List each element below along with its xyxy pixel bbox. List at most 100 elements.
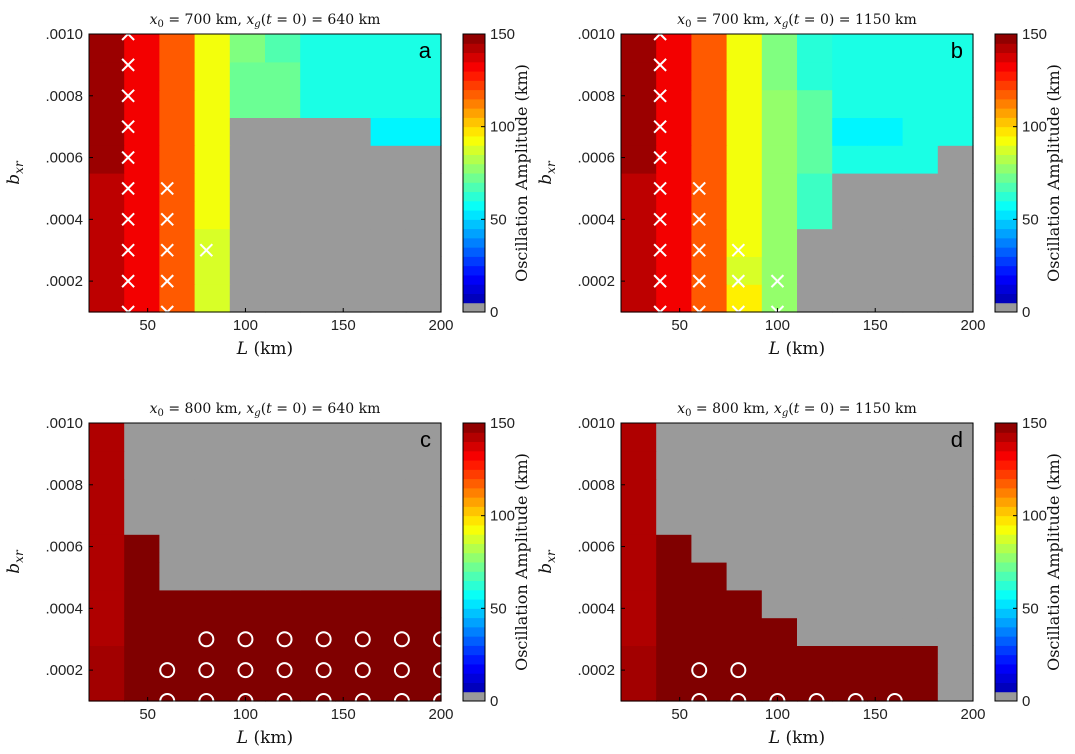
colorbar-segment	[463, 265, 485, 276]
heatmap-cell	[300, 61, 336, 91]
heatmap-cell	[300, 228, 336, 257]
heatmap-cell	[229, 506, 266, 535]
heatmap-cell	[159, 506, 196, 535]
heatmap-cell	[797, 617, 833, 646]
heatmap-cell	[797, 589, 833, 619]
heatmap-cell	[621, 117, 657, 146]
heatmap-cell	[937, 117, 974, 146]
colorbar-segment	[463, 302, 485, 313]
heatmap-cell	[229, 562, 266, 591]
heatmap-cell	[902, 228, 939, 257]
heatmap-cell	[691, 534, 728, 563]
colorbar-segment	[995, 200, 1017, 211]
heatmap-cell	[937, 284, 974, 313]
colorbar-segment	[995, 256, 1017, 267]
heatmap-cell	[621, 228, 657, 257]
heatmap-cell	[621, 89, 657, 118]
colorbar-segment	[463, 515, 485, 526]
cross-marker	[121, 119, 135, 134]
heatmap-cell	[194, 61, 231, 91]
heatmap-cell	[370, 284, 407, 313]
heatmap-cell	[370, 117, 407, 146]
heatmap-cell	[937, 534, 974, 563]
panel-letter: d	[951, 427, 963, 452]
y-axis-subscript: xr	[544, 549, 558, 563]
colorbar-segment	[463, 71, 485, 81]
heatmap-cell	[832, 173, 868, 202]
panel-c: 50 100 150 200 .0002 .0004 .0006 .0008 .0010 L (k…	[4, 401, 531, 748]
heatmap-cell	[194, 200, 231, 230]
colorbar-segment	[463, 673, 485, 683]
heatmap-cell	[124, 562, 160, 591]
heatmap-cell	[726, 534, 763, 563]
circle-marker	[237, 662, 254, 679]
axes-frame	[88, 422, 442, 702]
title-part: t	[266, 401, 272, 417]
heatmap-cell	[265, 645, 301, 674]
heatmap-cell	[89, 89, 125, 118]
heatmap-cell	[902, 145, 939, 174]
y-tick-label: .0004	[45, 600, 83, 617]
colorbar-frame	[994, 33, 1018, 313]
cross-stroke	[770, 274, 785, 288]
colorbar-segment	[463, 626, 485, 637]
x-tick-label: 50	[139, 317, 156, 334]
heatmap-cell	[621, 478, 657, 507]
heatmap-cell	[902, 450, 939, 480]
heatmap-cell	[867, 589, 904, 619]
circle-marker	[393, 631, 410, 648]
heatmap-cell	[159, 61, 196, 91]
heatmap-cell	[867, 617, 904, 646]
colorbar-segment	[995, 98, 1017, 109]
y-axis-subscript: xr	[12, 160, 26, 174]
heatmap-cell	[89, 284, 125, 313]
heatmap-cell	[89, 506, 125, 535]
heatmap-cell	[405, 228, 442, 257]
heatmap-cell	[370, 478, 407, 507]
heatmap-cell	[335, 284, 372, 313]
colorbar-segment	[995, 682, 1017, 693]
heatmap-cell	[902, 61, 939, 91]
cross-marker	[160, 181, 174, 196]
heatmap-cell	[691, 673, 728, 702]
heatmap-cell	[265, 562, 301, 591]
colorbar-segment	[463, 228, 485, 239]
heatmap-cell	[621, 589, 657, 619]
colorbar-segment	[463, 34, 485, 44]
panel-b: 50 100 150 200 .0002 .0004 .0006 .0008 .0010 L (k…	[536, 12, 1063, 359]
colorbar-segment	[995, 52, 1017, 63]
panel-d: 50 100 150 200 .0002 .0004 .0006 .0008 .0010 L (k…	[536, 401, 1063, 748]
colorbar-segment	[463, 173, 485, 183]
heatmap-cell	[229, 61, 266, 91]
title-part: = 0) = 1150 km	[799, 12, 916, 28]
x-tick-label: 200	[428, 317, 453, 334]
colorbar-segment	[995, 219, 1017, 230]
heatmap-cell	[265, 200, 301, 230]
heatmap-cell	[300, 534, 336, 563]
heatmap-cell	[761, 450, 798, 480]
title-part: (	[788, 401, 793, 417]
y-axis-subscript: xr	[544, 160, 558, 174]
heatmap-cell	[691, 89, 728, 118]
x-axis-label: L (km)	[768, 728, 825, 748]
cross-stroke	[692, 274, 706, 288]
heatmap-cell	[89, 200, 125, 230]
heatmap-cell	[89, 173, 125, 202]
colorbar-tick-label: 150	[1022, 26, 1047, 43]
heatmap-cell	[832, 506, 868, 535]
heatmap-cell	[832, 450, 868, 480]
heatmap-cell	[797, 173, 833, 202]
heatmap-cell	[656, 34, 692, 63]
title-part: = 700 km,	[691, 12, 773, 28]
heatmap-cell	[229, 173, 266, 202]
colorbar-segment	[995, 636, 1017, 646]
heatmap-cell	[832, 534, 868, 563]
heatmap-cell	[656, 506, 692, 535]
heatmap-cell	[761, 673, 798, 702]
title-part: 0	[685, 19, 691, 30]
title-part: (	[788, 12, 793, 28]
heatmap-cell	[89, 589, 125, 619]
colorbar-segment	[995, 460, 1017, 470]
heatmap-cell	[335, 228, 372, 257]
colorbar-segment	[463, 524, 485, 535]
